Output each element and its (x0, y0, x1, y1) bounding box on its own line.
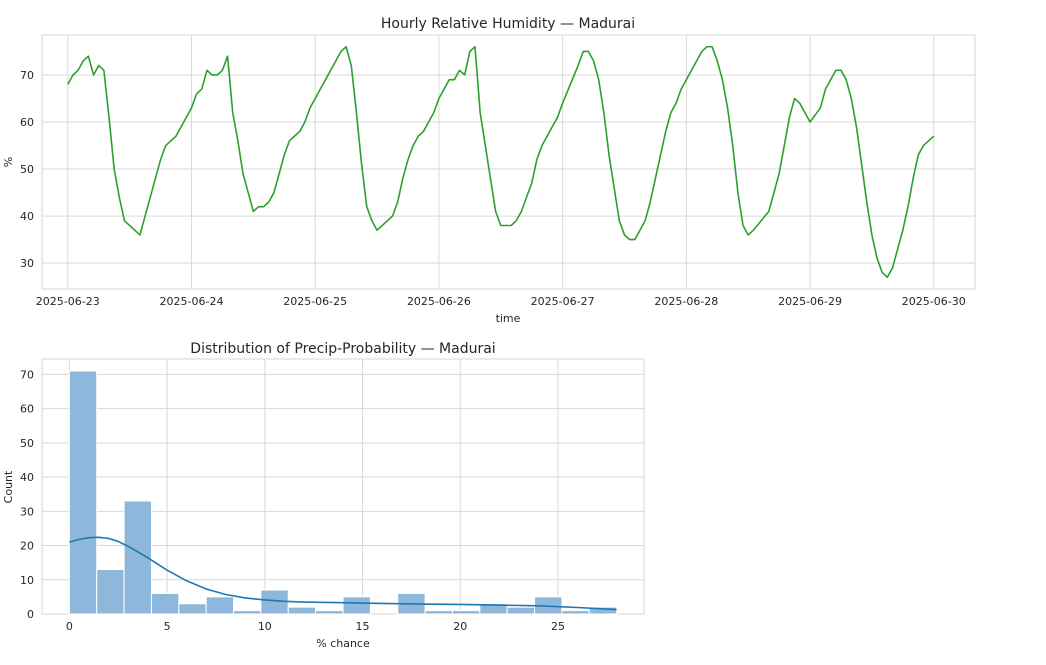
humidity-x-tick-labels: 2025-06-23 2025-06-24 2025-06-25 2025-06-26… (36, 295, 966, 308)
histogram-bar (561, 610, 590, 615)
histogram-x-tick-label: 5 (164, 620, 171, 633)
humidity-x-tick-label: 2025-06-29 (778, 295, 842, 308)
histogram-x-tick-label: 10 (258, 620, 272, 633)
histogram-bar (205, 596, 235, 615)
precip-histogram-chart: 0 5 10 15 20 25 0 10 20 30 40 50 60 70 Distribution … (2, 341, 645, 650)
humidity-x-tick-label: 2025-06-28 (654, 295, 718, 308)
histogram-bar (588, 606, 618, 615)
humidity-chart-title: Hourly Relative Humidity — Madurai (381, 16, 635, 32)
histogram-x-axis-label: % chance (316, 637, 370, 650)
histogram-bar (233, 610, 262, 615)
humidity-x-tick-label: 2025-06-25 (283, 295, 347, 308)
humidity-x-tick-label: 2025-06-23 (36, 295, 100, 308)
humidity-series (67, 45, 935, 279)
histogram-bar (287, 606, 317, 615)
histogram-y-tick-label: 60 (20, 403, 34, 416)
histogram-bar (424, 610, 453, 615)
histogram-y-axis-label: Count (2, 470, 15, 503)
histogram-bar (506, 606, 536, 615)
histogram-bar (178, 603, 207, 615)
histogram-y-tick-label: 30 (20, 505, 34, 518)
histogram-y-tick-label: 40 (20, 471, 34, 484)
histogram-y-tick-label: 0 (27, 608, 34, 621)
histogram-bar (315, 610, 344, 615)
humidity-y-axis-label: % (2, 157, 15, 167)
humidity-x-tick-label: 2025-06-26 (407, 295, 471, 308)
histogram-y-tick-labels: 0 10 20 30 40 50 60 70 (20, 368, 34, 621)
humidity-y-tick-label: 40 (20, 210, 34, 223)
humidity-y-tick-label: 30 (20, 257, 34, 270)
humidity-plot-frame (41, 34, 976, 290)
humidity-x-axis-label: time (496, 312, 521, 325)
histogram-y-tick-label: 70 (20, 368, 34, 381)
histogram-bar (96, 569, 125, 615)
humidity-y-tick-label: 70 (20, 69, 34, 82)
histogram-x-tick-label: 20 (453, 620, 467, 633)
humidity-x-tick-label: 2025-06-24 (160, 295, 224, 308)
humidity-y-tick-label: 60 (20, 116, 34, 129)
histogram-bar (150, 592, 180, 615)
histogram-y-tick-label: 20 (20, 540, 34, 553)
histogram-x-tick-label: 15 (356, 620, 370, 633)
histogram-bar (68, 370, 98, 615)
histogram-x-tick-label: 0 (66, 620, 73, 633)
histogram-bar (451, 610, 481, 615)
humidity-series-line (67, 45, 935, 279)
humidity-x-tick-label: 2025-06-30 (902, 295, 966, 308)
humidity-y-tick-label: 50 (20, 163, 34, 176)
histogram-bars (68, 370, 618, 615)
histogram-kde-line (69, 536, 617, 611)
histogram-x-tick-label: 25 (551, 620, 565, 633)
humidity-x-tick-label: 2025-06-27 (531, 295, 595, 308)
histogram-y-tick-label: 50 (20, 437, 34, 450)
histogram-chart-title: Distribution of Precip-Probability — Mad… (190, 341, 495, 357)
humidity-line-chart: 2025-06-23 2025-06-24 2025-06-25 2025-06-26… (2, 16, 976, 325)
histogram-y-tick-label: 10 (20, 574, 34, 587)
humidity-gridlines (42, 35, 975, 289)
humidity-y-tick-labels: 30 40 50 60 70 (20, 69, 34, 270)
histogram-bar (342, 596, 371, 615)
histogram-kde (69, 536, 617, 611)
histogram-x-tick-labels: 0 5 10 15 20 25 (66, 620, 565, 633)
